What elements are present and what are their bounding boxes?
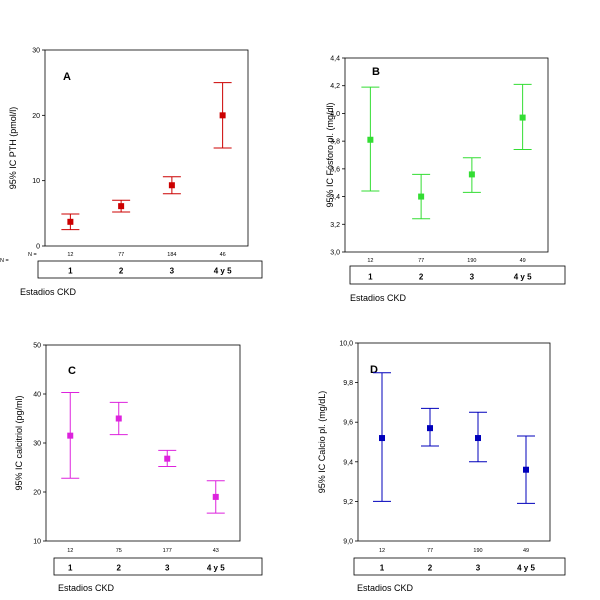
mean-marker: [219, 112, 226, 119]
mean-marker: [67, 432, 74, 439]
category-label: 4 y 5: [514, 273, 532, 282]
mean-marker: [519, 114, 526, 121]
x-axis-label: Estadios CKD: [357, 583, 414, 593]
category-box: [37, 260, 263, 279]
n-label: 177: [163, 548, 172, 554]
mean-marker: [418, 193, 425, 200]
y-tick-label: 20: [32, 113, 40, 120]
category-label: 2: [428, 564, 433, 573]
panel-letter: B: [372, 66, 380, 78]
y-tick-label: 9,0: [343, 539, 353, 546]
mean-marker: [475, 435, 481, 442]
y-tick-label: 10,0: [339, 341, 353, 348]
mean-marker: [367, 136, 374, 143]
mean-marker: [118, 203, 125, 210]
category-label: 3: [165, 564, 170, 573]
category-label: 1: [68, 564, 73, 573]
mean-marker: [427, 425, 433, 432]
n-label: 49: [520, 258, 526, 264]
mean-marker: [67, 218, 74, 225]
n-label: 190: [467, 258, 476, 264]
y-tick-label: 40: [33, 392, 41, 399]
mean-marker: [164, 455, 171, 462]
category-label: 2: [119, 267, 124, 276]
y-tick-label: 20: [33, 490, 41, 497]
n-label: 184: [167, 252, 176, 258]
category-box: [53, 557, 263, 576]
n-label: 77: [418, 258, 424, 264]
category-label: 4 y 5: [517, 564, 535, 573]
panel-b: 3,0 3,2 3,4 3,6 3,8 4,0 4,2 4,4 95% IC Fósforo p…: [0, 56, 566, 303]
panel-letter: A: [63, 71, 71, 83]
y-tick-label: 9,6: [343, 420, 353, 427]
n-prefix: N =: [28, 252, 37, 258]
x-axis-label: Estadios CKD: [20, 287, 77, 297]
mean-marker: [212, 493, 219, 500]
mean-marker: [168, 182, 175, 189]
category-label: 3: [470, 273, 475, 282]
y-tick-label: 3,2: [330, 222, 340, 229]
y-tick-label: 10: [32, 178, 40, 185]
y-tick-label: 10: [33, 539, 41, 546]
plot-frame: [344, 57, 549, 253]
n-label: 43: [213, 548, 219, 554]
y-tick-label: 3,6: [330, 166, 340, 173]
category-label: 1: [368, 273, 373, 282]
panel-letter: D: [370, 364, 378, 376]
category-box: [349, 265, 566, 285]
mean-marker: [115, 415, 122, 422]
n-label: 46: [220, 252, 226, 258]
y-axis-label: 95% IC calcitriol (pg/ml): [14, 395, 24, 490]
n-label: 12: [379, 548, 385, 554]
y-axis-label: 95% IC Fósforo pl. (mg/dl): [325, 102, 335, 207]
n-label: 75: [116, 548, 122, 554]
y-tick-label: 30: [32, 48, 40, 55]
category-label: 4 y 5: [214, 267, 232, 276]
category-label: 3: [476, 564, 481, 573]
y-tick-label: 3,0: [330, 250, 340, 257]
category-label: 1: [68, 267, 73, 276]
y-tick-label: 0: [36, 244, 40, 251]
mean-marker: [379, 435, 385, 442]
panel-d: 9,0 9,2 9,4 9,6 9,8 10,0 95% IC Calcio pl. (mg…: [317, 341, 566, 593]
n-label: 12: [67, 548, 73, 554]
n-label: 77: [118, 252, 124, 258]
x-axis-label: Estadios CKD: [58, 583, 115, 593]
n-prefix: N =: [0, 258, 9, 264]
plot-frame: [357, 342, 551, 542]
mean-marker: [523, 466, 529, 473]
n-label: 12: [67, 252, 73, 258]
y-tick-label: 9,2: [343, 499, 353, 506]
y-tick-label: 4,0: [330, 111, 340, 118]
category-label: 2: [419, 273, 424, 282]
y-tick-label: 3,8: [330, 139, 340, 146]
plot-frame: [44, 49, 249, 247]
category-label: 3: [170, 267, 175, 276]
category-box: [353, 557, 566, 576]
y-tick-label: 4,2: [330, 83, 340, 90]
panel-letter: C: [68, 365, 76, 377]
n-label: 77: [427, 548, 433, 554]
category-label: 1: [380, 564, 385, 573]
category-label: 2: [117, 564, 122, 573]
y-tick-label: 9,4: [343, 459, 353, 466]
y-tick-label: 9,8: [343, 380, 353, 387]
n-label: 190: [473, 548, 482, 554]
y-axis-label: 95% IC Calcio pl. (mg/dL): [317, 391, 327, 494]
y-axis-label: 95% IC PTH (pmol/l): [8, 107, 18, 190]
n-label: 49: [523, 548, 529, 554]
y-tick-label: 30: [33, 441, 41, 448]
y-tick-label: 4,4: [330, 56, 340, 63]
n-label: 12: [367, 258, 373, 264]
y-tick-label: 50: [33, 343, 41, 350]
category-label: 4 y 5: [207, 564, 225, 573]
mean-marker: [468, 171, 475, 178]
y-tick-label: 3,4: [330, 194, 340, 201]
x-axis-label: Estadios CKD: [350, 293, 407, 303]
